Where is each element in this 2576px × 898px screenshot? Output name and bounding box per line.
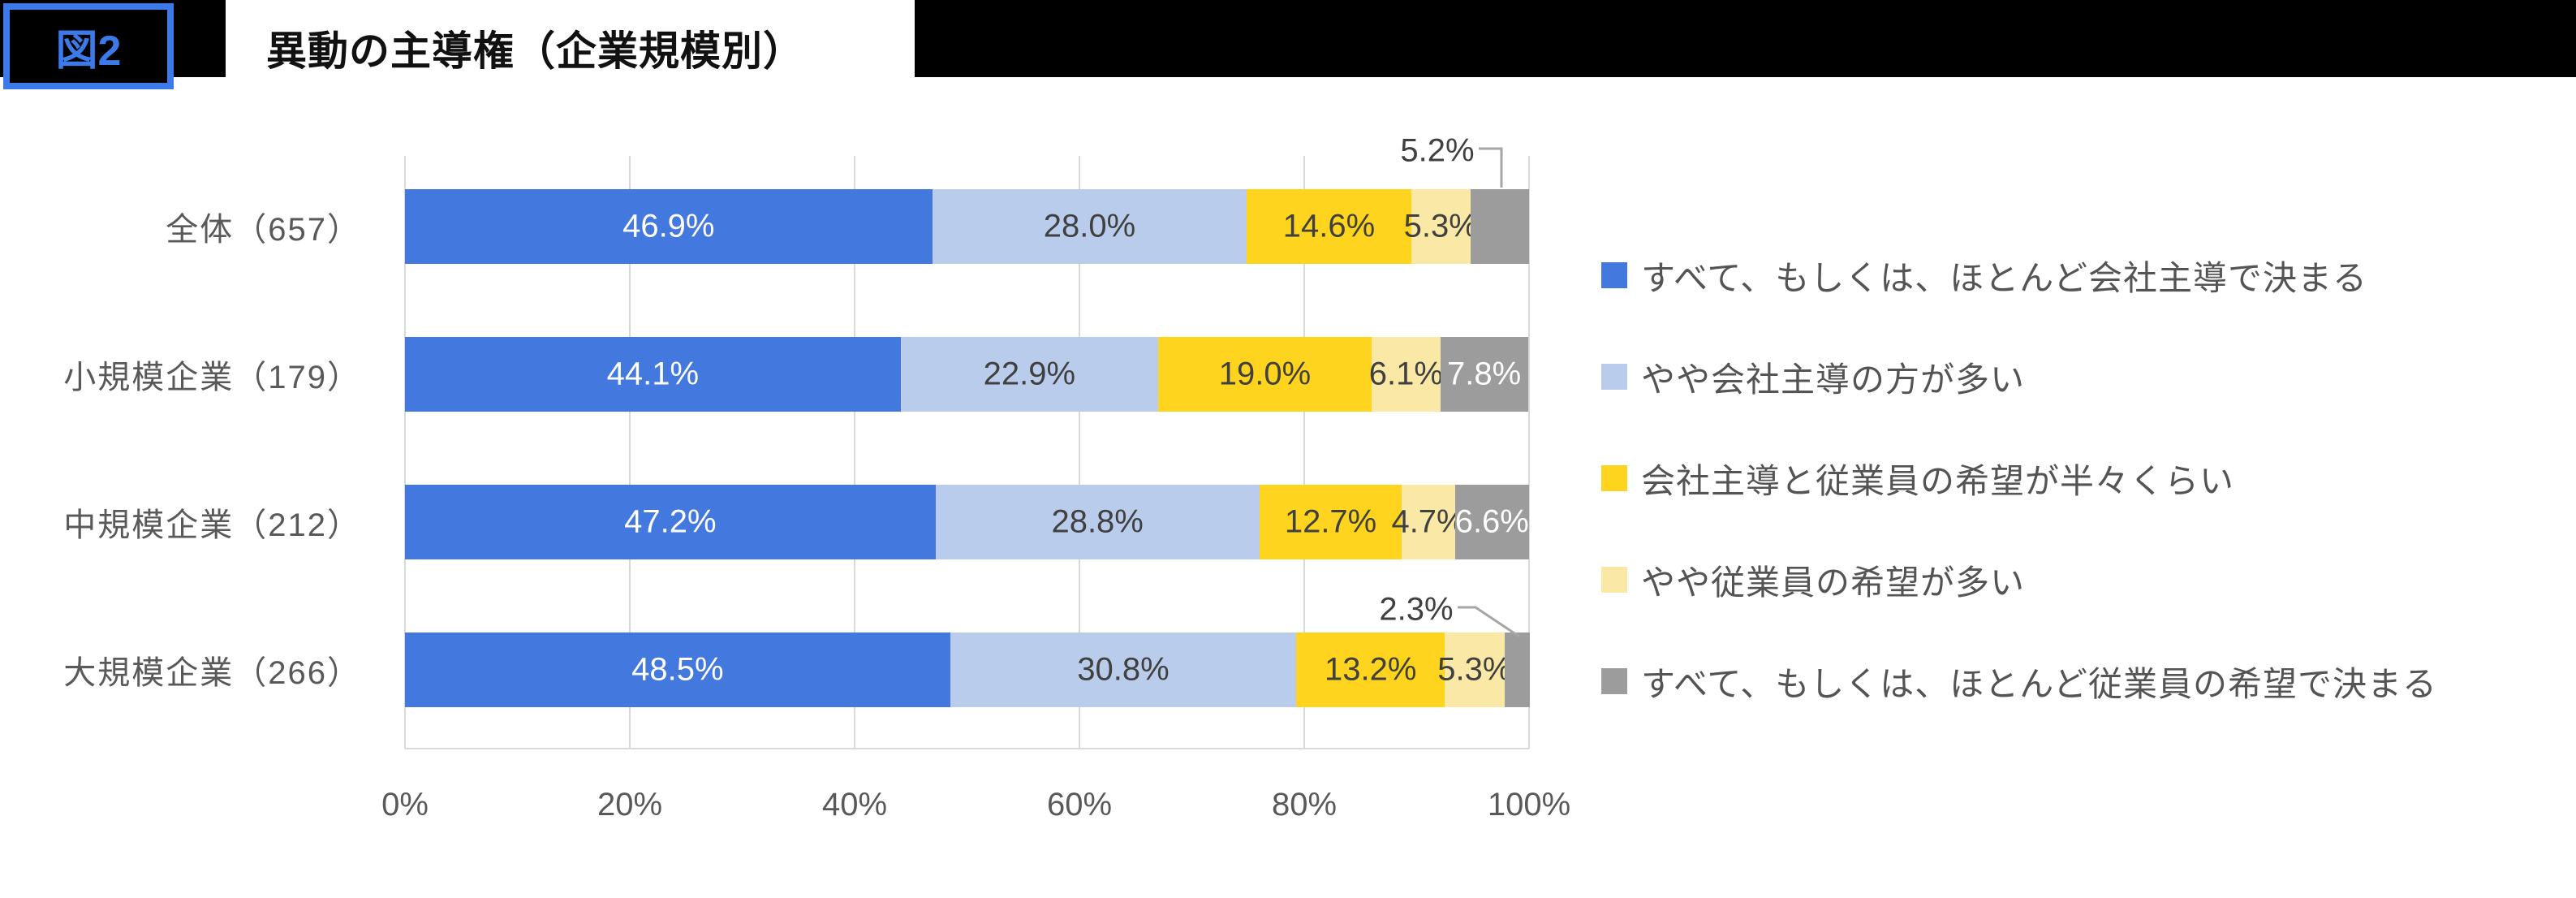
- bar-row: 44.1% 22.9% 19.0% 6.1% 7.8%: [405, 337, 1529, 412]
- gridline: [404, 156, 406, 749]
- gridline: [629, 156, 631, 749]
- bar-label: 28.8%: [1051, 503, 1144, 540]
- legend-item: やや会社主導の方が多い: [1601, 354, 2025, 399]
- bar-segment: 48.5%: [405, 632, 950, 707]
- bar-label: 14.6%: [1282, 208, 1376, 244]
- bar-row: 48.5% 30.8% 13.2% 5.3%: [405, 632, 1531, 707]
- legend-item: すべて、もしくは、ほとんど従業員の希望で決まる: [1601, 658, 2437, 704]
- bar-label: 4.7%: [1391, 503, 1466, 540]
- bar-row: 46.9% 28.0% 14.6% 5.3%: [405, 189, 1529, 264]
- bar-segment: 14.6%: [1247, 189, 1411, 264]
- callout-label: 5.2%: [1400, 132, 1475, 169]
- legend-swatch: [1601, 262, 1627, 288]
- bar-segment: 4.7%: [1391, 485, 1466, 559]
- bar-segment: 6.6%: [1454, 485, 1529, 559]
- x-axis-label: 60%: [1046, 786, 1113, 822]
- gridline: [1079, 156, 1080, 749]
- bar-segment: 46.9%: [405, 189, 933, 264]
- x-axis-label: 0%: [381, 786, 429, 822]
- bar-label: 5.3%: [1437, 651, 1512, 688]
- category-label: 大規模企業（266）: [63, 655, 361, 691]
- bar-segment: 5.3%: [1404, 189, 1478, 264]
- legend-label: やや会社主導の方が多い: [1641, 360, 2026, 399]
- bar-label: 48.5%: [631, 651, 724, 688]
- legend-item: 会社主導と従業員の希望が半々くらい: [1601, 455, 2234, 501]
- bar-segment: 13.2%: [1296, 632, 1445, 707]
- bar-segment: 28.0%: [932, 189, 1247, 264]
- bar-label: 46.9%: [622, 208, 715, 244]
- bar-label: 5.3%: [1403, 208, 1478, 244]
- legend-swatch: [1601, 465, 1627, 491]
- bar-segment: 12.7%: [1259, 485, 1402, 559]
- x-axis-label: 80%: [1271, 786, 1338, 822]
- legend-label: 会社主導と従業員の希望が半々くらい: [1641, 461, 2235, 500]
- bar-label: 6.6%: [1454, 503, 1529, 540]
- x-axis-label: 40%: [821, 786, 888, 822]
- bar-label: 13.2%: [1324, 651, 1417, 688]
- bar-segment: 7.8%: [1440, 337, 1528, 412]
- gridline: [1528, 156, 1530, 749]
- bar-label: 22.9%: [983, 356, 1076, 392]
- figure-badge-label: 図2: [55, 27, 122, 75]
- x-axis-label: 100%: [1487, 786, 1571, 822]
- legend-swatch: [1601, 668, 1627, 694]
- legend-swatch: [1601, 364, 1627, 390]
- gridline: [854, 156, 855, 749]
- legend-label: すべて、もしくは、ほとんど従業員の希望で決まる: [1641, 664, 2438, 703]
- bar-row: 47.2% 28.8% 12.7% 4.7% 6.6%: [405, 485, 1529, 559]
- bar-label: 28.0%: [1043, 208, 1136, 244]
- legend-item: すべて、もしくは、ほとんど会社主導で決まる: [1601, 253, 2367, 298]
- x-axis-line: [405, 748, 1529, 749]
- category-label: 小規模企業（179）: [63, 360, 361, 395]
- bar-segment: 6.1%: [1368, 337, 1443, 412]
- bar-segment: 5.3%: [1437, 632, 1511, 707]
- bar-segment: [1504, 632, 1531, 707]
- bar-segment: 22.9%: [900, 337, 1158, 412]
- legend-item: やや従業員の希望が多い: [1601, 557, 2025, 602]
- page-title: 異動の主導権（企業規模別）: [266, 28, 804, 74]
- callout-label: 2.3%: [1379, 591, 1454, 628]
- bar-label: 7.8%: [1446, 356, 1522, 392]
- bar-segment: 47.2%: [405, 485, 936, 559]
- bar-label: 6.1%: [1368, 356, 1443, 392]
- bar-segment: 19.0%: [1157, 337, 1372, 412]
- x-axis-label: 20%: [597, 786, 663, 822]
- legend-label: やや従業員の希望が多い: [1641, 563, 2026, 602]
- legend-label: すべて、もしくは、ほとんど会社主導で決まる: [1641, 258, 2368, 297]
- bar-label: 47.2%: [624, 503, 717, 540]
- bar-segment: 28.8%: [935, 485, 1260, 559]
- category-label: 全体（657）: [166, 212, 361, 248]
- title-box: 異動の主導権（企業規模別）: [226, 0, 915, 96]
- bar-segment: [1470, 189, 1529, 264]
- legend-swatch: [1601, 567, 1627, 593]
- bar-label: 44.1%: [606, 356, 700, 392]
- category-label: 中規模企業（212）: [63, 507, 361, 543]
- bar-segment: 30.8%: [950, 632, 1297, 707]
- bar-label: 30.8%: [1077, 651, 1170, 688]
- plot-area: 46.9% 28.0% 14.6% 5.3% 44.1% 22.9% 19.0% 6.1% 7.…: [404, 156, 1531, 749]
- bar-label: 12.7%: [1284, 503, 1377, 540]
- figure-badge: 図2: [3, 3, 174, 89]
- bar-label: 19.0%: [1218, 356, 1312, 392]
- gridline: [1303, 156, 1305, 749]
- bar-segment: 44.1%: [405, 337, 901, 412]
